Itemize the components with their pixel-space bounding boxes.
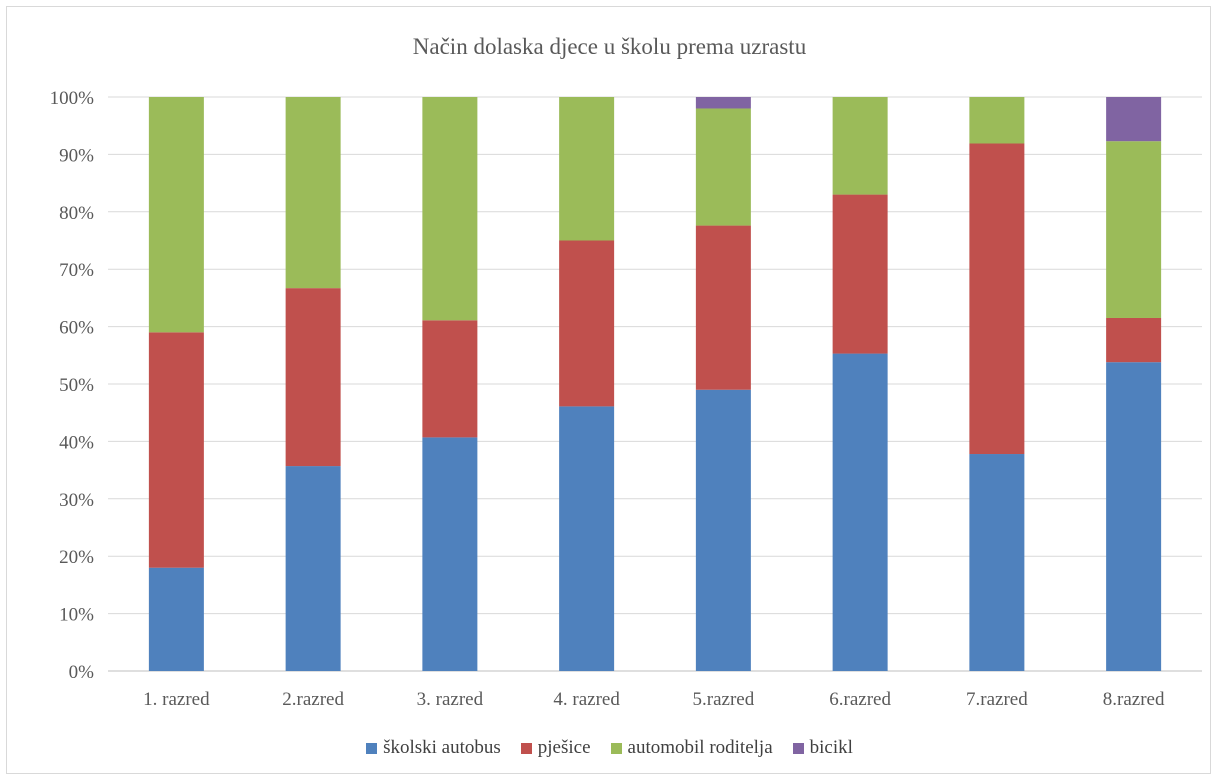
bar-segment (695, 389, 751, 671)
x-tick-label: 4. razred (553, 689, 620, 710)
legend-swatch-skolski-autobus (366, 742, 378, 754)
bar-segment (422, 320, 478, 438)
bar-segment (695, 225, 751, 390)
bar-segment (969, 97, 1025, 144)
bar-segment (695, 108, 751, 226)
chart-title: Način dolaska djece u školu prema uzrast… (412, 34, 807, 59)
x-tick-label: 3. razred (417, 689, 484, 710)
bar-segment (1106, 317, 1162, 363)
y-tick-label: 90% (59, 145, 94, 166)
y-tick-label: 80% (59, 203, 94, 224)
bar-segment (559, 406, 615, 671)
legend-label-skolski-autobus: školski autobus (383, 737, 501, 758)
y-tick-label: 20% (59, 547, 94, 568)
bar-segment (148, 567, 204, 671)
legend-item-skolski-autobus: školski autobus (366, 737, 501, 759)
y-tick-label: 50% (59, 375, 94, 396)
bar-segment (285, 97, 341, 289)
bar-segment (422, 437, 478, 671)
y-tick-label: 100% (50, 88, 95, 109)
y-tick-label: 60% (59, 318, 94, 339)
bar-segment (832, 353, 888, 671)
bar-segment (559, 97, 615, 241)
bar-segment (969, 454, 1025, 671)
x-tick-label: 2.razred (282, 689, 344, 710)
bar-segment (969, 143, 1025, 455)
legend-label-bicikl: bicikl (809, 737, 853, 758)
y-tick-label: 30% (59, 490, 94, 511)
x-tick-label: 8.razred (1103, 689, 1165, 710)
bar-segment (148, 97, 204, 333)
y-tick-label: 10% (59, 605, 94, 626)
bar-segment (285, 288, 341, 467)
x-tick-label: 7.razred (966, 689, 1028, 710)
bar-segment (1106, 97, 1162, 142)
bar-segment (285, 466, 341, 671)
legend: školski autobus pješice automobil rodite… (0, 737, 1219, 759)
x-tick-label: 5.razred (693, 689, 755, 710)
legend-item-bicikl: bicikl (792, 737, 853, 759)
bar-segment (559, 240, 615, 407)
bar-segment (1106, 362, 1162, 671)
legend-swatch-bicikl (792, 742, 804, 754)
legend-item-automobil-roditelja: automobil roditelja (610, 737, 773, 759)
legend-label-pjesice: pješice (537, 737, 591, 758)
legend-swatch-automobil-roditelja (610, 742, 622, 754)
y-tick-label: 70% (59, 260, 94, 281)
legend-label-automobil-roditelja: automobil roditelja (627, 737, 773, 758)
y-tick-label: 0% (69, 662, 95, 683)
y-tick-label: 40% (59, 432, 94, 453)
bar-segment (148, 332, 204, 568)
legend-item-pjesice: pješice (520, 737, 591, 759)
bar-segment (695, 97, 751, 109)
bar-segment (832, 97, 888, 195)
bar-segment (422, 97, 478, 321)
x-tick-label: 1. razred (143, 689, 210, 710)
bar-segment (1106, 141, 1162, 318)
bar-segment (832, 194, 888, 354)
x-tick-label: 6.razred (829, 689, 891, 710)
legend-swatch-pjesice (520, 742, 532, 754)
